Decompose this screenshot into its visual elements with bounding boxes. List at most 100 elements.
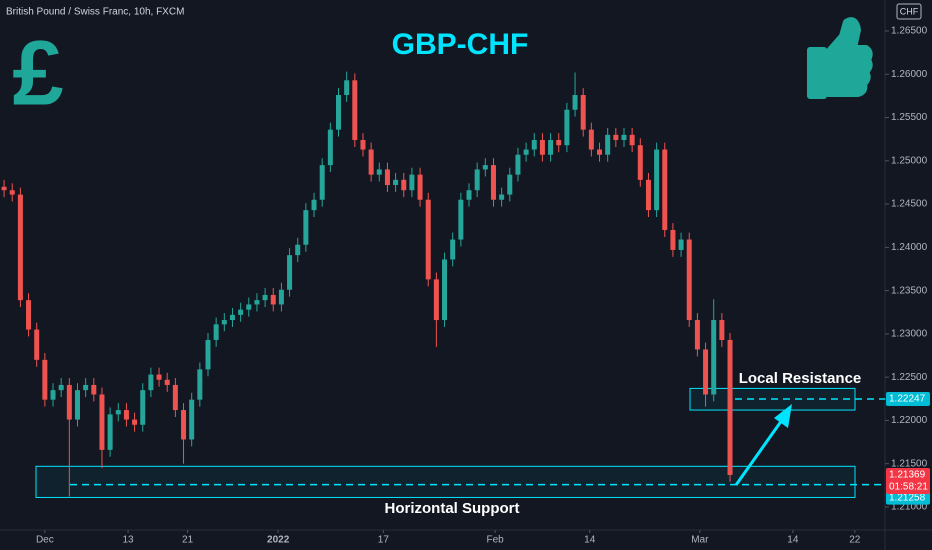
candle-body <box>572 95 578 110</box>
candle-body <box>74 390 80 420</box>
y-tick-label: 1.25500 <box>891 112 928 123</box>
candle-body <box>352 80 358 141</box>
candle-body <box>678 239 684 250</box>
candle-body <box>156 374 162 380</box>
candle-body <box>189 399 195 440</box>
candle-body <box>605 134 611 155</box>
candle-body <box>181 410 187 440</box>
candle-body <box>83 384 89 391</box>
candle-body <box>123 410 129 420</box>
x-tick-label: 14 <box>584 535 596 546</box>
candle-body <box>205 339 211 370</box>
x-tick-label: 22 <box>849 535 861 546</box>
x-tick-label: Dec <box>36 535 54 546</box>
candle-body <box>42 359 48 400</box>
x-tick-label: 2022 <box>267 535 290 546</box>
candle-body <box>319 165 325 200</box>
y-tick-label: 1.21500 <box>891 458 928 469</box>
candle-body <box>148 374 154 391</box>
y-tick-label: 1.22000 <box>891 415 928 426</box>
last-price: 1.21369 <box>889 470 926 481</box>
candle-body <box>719 320 725 340</box>
currency-box <box>896 3 922 20</box>
y-tick-label: 1.25000 <box>891 155 928 166</box>
candle-body <box>580 95 586 130</box>
candle-body <box>172 384 178 411</box>
candle-body <box>703 349 709 395</box>
currency: CHF <box>900 6 919 16</box>
candle-body <box>221 320 227 325</box>
candle-body <box>425 199 431 280</box>
arrow-head <box>774 404 792 428</box>
candle-body <box>499 194 505 200</box>
candle-body <box>99 394 105 450</box>
y-tick-label: 1.26500 <box>891 26 928 37</box>
candle-body <box>482 165 488 170</box>
candle-body <box>539 140 545 155</box>
candle-body <box>417 174 423 200</box>
candle-body <box>409 174 415 191</box>
candle-body <box>597 149 603 155</box>
candle-body <box>384 169 390 186</box>
candle-body <box>450 239 456 260</box>
candle-body <box>132 419 138 425</box>
arrow-shaft <box>734 419 784 486</box>
candle-body <box>107 414 113 450</box>
x-tick-label: 21 <box>182 535 194 546</box>
candle-body <box>613 134 619 141</box>
candle-body <box>229 314 235 321</box>
y-tick-label: 1.23500 <box>891 285 928 296</box>
candle-body <box>66 384 72 420</box>
candle-body <box>531 140 537 150</box>
candle-body <box>474 169 480 191</box>
candle-body <box>140 390 146 425</box>
candle-body <box>694 320 700 350</box>
thumbs-up-icon <box>807 17 873 99</box>
candle-body <box>401 179 407 191</box>
countdown: 01:58:21 <box>889 482 928 493</box>
support-price-box <box>886 490 930 505</box>
candle-body <box>344 80 350 96</box>
x-tick-label: Feb <box>486 535 504 546</box>
candle-body <box>507 174 513 195</box>
candle-body <box>442 259 448 321</box>
resistance-price-box <box>886 392 930 407</box>
candle-body <box>686 239 692 321</box>
candle-body <box>287 255 293 290</box>
y-tick-label: 1.23000 <box>891 329 928 340</box>
candle-body <box>336 95 342 130</box>
y-tick-label: 1.21000 <box>891 502 928 513</box>
candle-body <box>9 190 15 195</box>
support-label: Horizontal Support <box>385 500 520 517</box>
y-tick-label: 1.22500 <box>891 372 928 383</box>
candle-body <box>295 244 301 256</box>
candle-body <box>91 384 97 395</box>
candle-body <box>311 199 317 211</box>
candle-body <box>654 149 660 211</box>
candle-body <box>376 169 382 175</box>
thumb-hand <box>825 17 873 97</box>
x-tick-label: 14 <box>787 535 799 546</box>
candle-body <box>50 390 56 400</box>
candle-body <box>303 210 309 245</box>
candle-body <box>433 279 439 321</box>
candle-body <box>564 109 570 146</box>
candle-body <box>523 149 529 155</box>
candle-body <box>360 140 366 150</box>
thumb-cuff <box>807 47 827 99</box>
candle-body <box>490 165 496 200</box>
candle-body <box>164 379 170 385</box>
candle-body <box>556 140 562 146</box>
candle-body <box>26 300 32 330</box>
candle-body <box>58 384 64 391</box>
candle-body <box>238 309 244 315</box>
candle-body <box>458 199 464 240</box>
y-tick-label: 1.24500 <box>891 199 928 210</box>
candle-body <box>645 179 651 211</box>
candle-body <box>213 324 219 340</box>
candle-body <box>115 410 121 415</box>
candle-body <box>711 320 717 395</box>
y-tick-label: 1.24000 <box>891 242 928 253</box>
candle-body <box>17 194 23 301</box>
